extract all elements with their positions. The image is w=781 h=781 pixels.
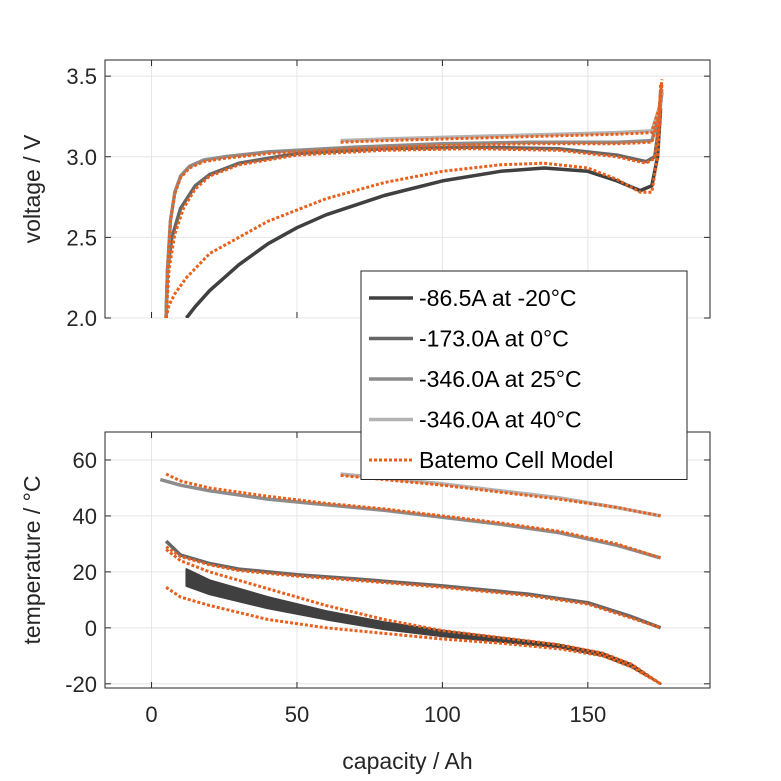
voltage-series-173-0a-at-0-c [164, 92, 663, 318]
temperature-x-tick-label: 100 [424, 702, 461, 727]
legend-label: -346.0A at 40°C [419, 407, 582, 433]
temperature-y-axis-label: temperature / °C [19, 476, 45, 645]
voltage-series [164, 79, 664, 318]
voltage-series-batemo-cell-model-0-c [164, 84, 663, 318]
legend-label: -346.0A at 25°C [419, 366, 582, 392]
legend-label: Batemo Cell Model [419, 447, 613, 473]
temperature-x-tick-label: 150 [569, 702, 606, 727]
legend-label: -173.0A at 0°C [419, 326, 569, 352]
voltage-y-tick-label: 3.0 [66, 145, 97, 170]
voltage-series-346-0a-at-40-c [340, 88, 664, 143]
capacity-x-axis-label: capacity / Ah [342, 748, 472, 774]
legend-entry: -86.5A at -20°C [369, 285, 577, 311]
voltage-y-tick-label: 2.5 [66, 225, 97, 250]
temperature-series-batemo-cell-model-20-c-lower [165, 586, 662, 686]
temperature-y-tick-label: -20 [65, 672, 97, 697]
legend: -86.5A at -20°C -173.0A at 0°C -346.0A at … [360, 270, 688, 480]
legend-entry: Batemo Cell Model [369, 447, 613, 473]
temperature-y-tick-label: 0 [85, 616, 97, 641]
legend-label: -86.5A at -20°C [419, 285, 577, 311]
temperature-x-tick-label: 50 [285, 702, 309, 727]
temperature-ticks: 0 50 100 150 -20 0 20 40 60 [65, 432, 710, 727]
voltage-y-tick-label: 2.0 [66, 306, 97, 331]
voltage-series-batemo-cell-model-25-c [164, 84, 664, 318]
temperature-series-batemo-cell-model-40-c [340, 473, 661, 518]
legend-box [360, 270, 688, 480]
voltage-y-axis-label: voltage / V [19, 134, 45, 243]
legend-entries: -86.5A at -20°C -173.0A at 0°C -346.0A at … [369, 285, 613, 473]
legend-entry: -173.0A at 0°C [369, 326, 569, 352]
voltage-ticks: 2.0 2.5 3.0 3.5 [66, 60, 710, 331]
temperature-series-batemo-cell-model-20-c-upper [165, 548, 662, 686]
legend-entry: -346.0A at 40°C [369, 407, 582, 433]
voltage-y-tick-label: 3.5 [66, 64, 97, 89]
temperature-series-batemo-cell-model-25-c [165, 472, 662, 560]
voltage-series-batemo-cell-model-20-c [164, 108, 663, 318]
legend-entry: -346.0A at 25°C [369, 366, 582, 392]
temperature-y-tick-label: 60 [73, 448, 97, 473]
temperature-series-batemo-cell-model-0-c [165, 545, 662, 630]
temperature-y-tick-label: 20 [73, 560, 97, 585]
voltage-series-86-5a-at-20-c [185, 108, 663, 318]
temperature-y-tick-label: 40 [73, 504, 97, 529]
temperature-x-tick-label: 0 [145, 702, 157, 727]
